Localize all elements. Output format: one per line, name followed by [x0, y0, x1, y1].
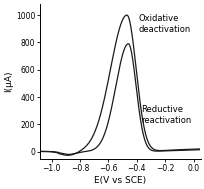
- Text: Reductive
reactivation: Reductive reactivation: [140, 105, 191, 125]
- X-axis label: E(V vs SCE): E(V vs SCE): [94, 176, 146, 185]
- Y-axis label: I(μA): I(μA): [4, 71, 13, 92]
- Text: Oxidative
deactivation: Oxidative deactivation: [138, 14, 190, 34]
